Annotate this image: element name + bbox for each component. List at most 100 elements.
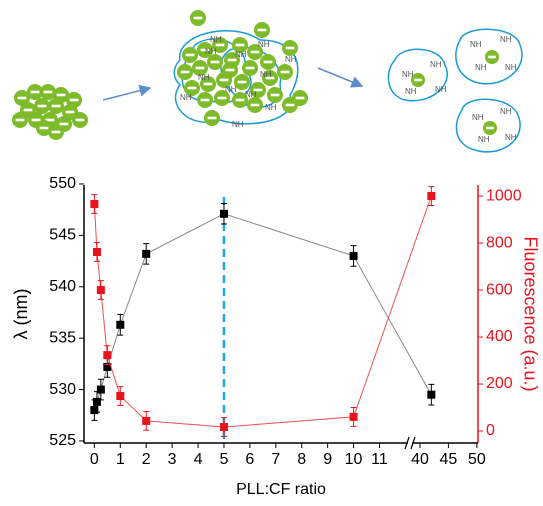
- minus-sign: [271, 94, 280, 97]
- data-point: [220, 210, 228, 218]
- minus-sign: [40, 127, 49, 130]
- minus-sign: [60, 123, 69, 126]
- minus-sign: [286, 104, 295, 107]
- minus-sign: [196, 67, 205, 70]
- minus-sign: [251, 51, 260, 54]
- amine-label: NH: [265, 103, 277, 112]
- amine-label: NH: [470, 40, 482, 49]
- data-point: [93, 248, 101, 256]
- amine-label: NH: [405, 87, 417, 96]
- minus-sign: [264, 61, 273, 64]
- minus-sign: [414, 79, 422, 82]
- minus-sign: [488, 56, 496, 59]
- x-tick-label: 45: [440, 451, 458, 468]
- minus-sign: [286, 47, 295, 50]
- y2-tick-label: 1000: [486, 187, 522, 204]
- data-point: [142, 417, 150, 425]
- data-point: [350, 413, 358, 421]
- y2-tick-label: 0: [486, 422, 495, 439]
- amine-label: NH: [258, 40, 270, 49]
- x-tick-label: 9: [323, 451, 332, 468]
- amine-label: NH: [260, 70, 272, 79]
- amine-label: NH: [478, 135, 490, 144]
- y-tick-label: 530: [49, 381, 76, 398]
- x-tick-label: 2: [142, 451, 151, 468]
- minus-sign: [38, 105, 47, 108]
- minus-sign: [486, 127, 494, 130]
- data-point: [220, 423, 228, 431]
- figure: NH NH NH NH NH NH NH NH NH NH NH NH NH NH NH NH NH NH NH NH…: [0, 0, 543, 501]
- data-point: [427, 391, 435, 399]
- minus-sign: [70, 99, 79, 102]
- y2-tick-label: 600: [486, 281, 513, 298]
- minus-sign: [211, 61, 220, 64]
- minus-sign: [218, 97, 227, 100]
- minus-sign: [226, 69, 235, 72]
- y2-tick-label: 800: [486, 234, 513, 251]
- x-tick-label: 6: [245, 451, 254, 468]
- data-point: [90, 200, 98, 208]
- data-point: [350, 252, 358, 260]
- y-tick-label: 550: [49, 175, 76, 192]
- amine-label: NH: [180, 93, 192, 102]
- minus-sign: [52, 131, 61, 134]
- minus-sign: [181, 71, 190, 74]
- x-tick-label: 3: [168, 451, 177, 468]
- amine-label: NH: [435, 85, 447, 94]
- minus-sign: [220, 79, 229, 82]
- x-axis-title: PLL:CF ratio: [236, 481, 326, 498]
- plot: 5255305355405455500200400600800100001234…: [49, 175, 521, 468]
- y-tick-label: 540: [49, 278, 76, 295]
- arrow: [318, 68, 362, 86]
- data-point: [427, 192, 435, 200]
- amine-label: NH: [285, 55, 297, 64]
- minus-sign: [201, 99, 210, 102]
- minus-sign: [52, 105, 61, 108]
- amine-label: NH: [205, 47, 217, 56]
- amine-label: NH: [225, 85, 237, 94]
- data-point: [97, 386, 105, 394]
- minus-sign: [194, 17, 203, 20]
- amine-label: NH: [232, 120, 244, 129]
- y2-tick-label: 400: [486, 328, 513, 345]
- minus-sign: [16, 119, 25, 122]
- schematic: NH NH NH NH NH NH NH NH NH NH NH NH NH NH NH NH NH NH NH NH…: [12, 10, 522, 152]
- x-tick-label: 8: [297, 451, 306, 468]
- x-tick-label: 7: [271, 451, 280, 468]
- amine-label: NH: [505, 63, 517, 72]
- y-tick-label: 525: [49, 432, 76, 449]
- y-tick-label: 545: [49, 227, 76, 244]
- y-axis-title: λ (nm): [11, 289, 31, 340]
- x-tick-label: 5: [220, 451, 229, 468]
- minus-sign: [186, 54, 195, 57]
- amine-label: NH: [500, 107, 512, 116]
- minus-sign: [281, 71, 290, 74]
- x-tick-label: 0: [90, 451, 99, 468]
- amine-label: NH: [475, 63, 487, 72]
- page: {"schematic": {"amine_label": "NH"}, "ch…: [0, 0, 543, 506]
- minus-sign: [208, 117, 217, 120]
- x-tick-label: 4: [194, 451, 203, 468]
- minus-sign: [32, 119, 41, 122]
- amine-label: NH: [505, 133, 517, 142]
- arrow: [103, 88, 150, 100]
- amine-label: NH: [500, 35, 512, 44]
- minus-sign: [246, 67, 255, 70]
- amine-label: NH: [472, 113, 484, 122]
- minus-sign: [258, 29, 267, 32]
- y-tick-label: 535: [49, 329, 76, 346]
- data-point: [116, 392, 124, 400]
- minus-sign: [66, 111, 75, 114]
- amine-label: NH: [198, 73, 210, 82]
- data-point: [93, 398, 101, 406]
- minus-sign: [31, 91, 40, 94]
- data-point: [142, 250, 150, 258]
- x-tick-label: 50: [468, 451, 486, 468]
- minus-sign: [76, 119, 85, 122]
- minus-sign: [251, 104, 260, 107]
- minus-sign: [238, 81, 247, 84]
- minus-sign: [204, 83, 213, 86]
- amine-label: NH: [210, 35, 222, 44]
- minus-sign: [236, 44, 245, 47]
- x-tick-label: 10: [345, 451, 363, 468]
